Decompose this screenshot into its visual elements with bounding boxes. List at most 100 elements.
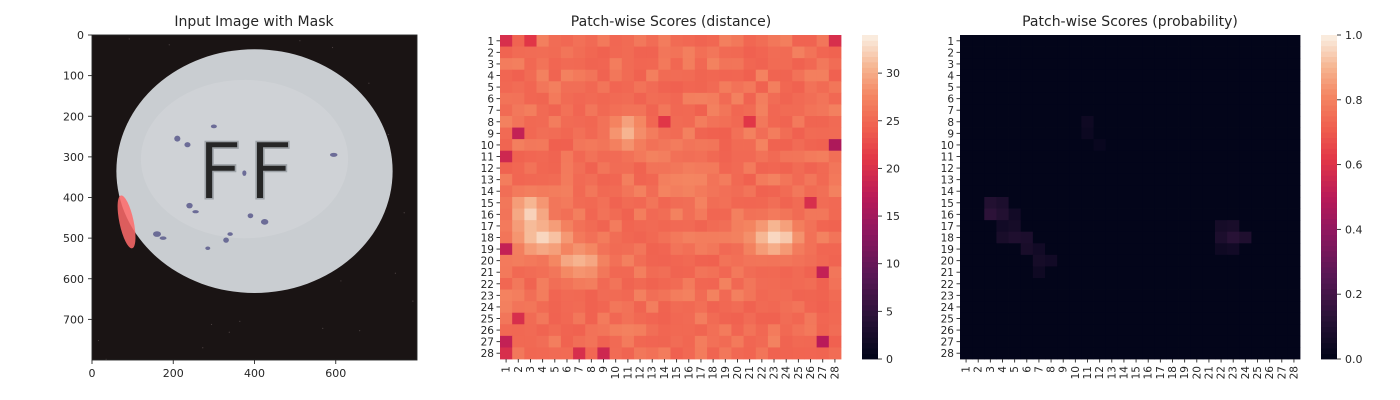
heatmap-cell [682,301,696,314]
heatmap-cell [548,197,562,209]
heatmap-cell [1287,185,1301,198]
heatmap-cell [828,301,842,314]
heatmap-cell [731,266,744,279]
heatmap-cell [1239,231,1252,244]
heatmap-cell [1166,266,1179,279]
heatmap-cell [1263,347,1277,360]
heatmap-cell [780,312,793,325]
heatmap-cell [646,46,659,59]
colorbar-segment [862,72,878,79]
heatmap-cell [1130,220,1143,233]
heatmap-cell [1275,92,1289,105]
heatmap-cell [1239,185,1252,198]
heatmap-cell [960,185,973,198]
heatmap-cell [524,92,537,105]
heatmap-cell [694,289,708,302]
heatmap-cell [560,243,574,256]
colorbar-segment [862,105,878,111]
heatmap-cell [804,312,818,325]
heatmap-cell [828,347,842,360]
colorbar-segment [1321,56,1337,63]
heatmap-cell [1227,197,1240,209]
heatmap-cell [646,150,659,163]
heatmap-cell [646,197,659,209]
heatmap-cell [743,335,757,348]
heatmap-cell [1251,254,1264,267]
heatmap-cell [560,104,574,117]
heatmap-cell [755,231,769,244]
heatmap-cell [707,150,720,163]
heatmap-cell [707,127,720,140]
heatmap-cell [792,301,805,314]
heatmap-cell [731,92,744,105]
heatmap-cell [1020,335,1034,348]
heatmap-cell [984,35,997,47]
heatmap-cell [755,243,769,256]
embossed-text: FF [198,128,300,218]
heatmap-cell [731,162,744,175]
background-speck [368,82,370,84]
heatmap-cell [573,324,586,337]
heatmap-cell [1251,312,1264,325]
heatmap-cell [633,46,647,59]
heatmap-cell [1020,266,1034,279]
heatmap-cell [670,116,684,128]
colorbar-segment [1321,218,1337,225]
heatmap-cell [972,69,985,82]
heatmap-cell [1227,116,1240,128]
heatmap-cell [524,324,537,337]
heatmap-cell [1142,231,1155,244]
heatmap-cell [1069,266,1082,279]
heatmap-cell [694,220,708,233]
heatmap-cell [536,231,550,244]
heatmap-cell [609,324,623,337]
heatmap-cell [719,81,732,94]
heatmap-cell [792,324,805,337]
heatmap-cell [719,46,732,59]
heatmap-cell [500,173,513,186]
heatmap-cell [828,35,842,47]
heatmap-cell [996,35,1009,47]
heatmap-cell [597,208,611,221]
heatmap-cell [816,278,830,290]
heatmap-cell [1117,278,1131,290]
heatmap-cell [719,127,732,140]
heatmap-cell [1190,289,1204,302]
heatmap-cell [573,104,586,117]
colorbar-segment [862,191,878,198]
y-tick-label: 9 [487,128,494,140]
x-tick-label: 20 [1191,366,1203,379]
colorbar-segment [1321,159,1337,165]
heatmap-cell [1263,173,1277,186]
heatmap-cell [816,173,830,186]
heatmap-cell [1178,58,1192,71]
colorbar-segment [862,175,878,182]
colorbar-segment [1321,153,1337,160]
heatmap-cell [1117,69,1131,82]
pill-speck [242,170,247,176]
heatmap-cell [767,197,781,209]
heatmap-cell [682,185,696,198]
heatmap-cell [1239,35,1252,47]
heatmap-cell [1251,347,1264,360]
heatmap-cell [1032,46,1046,59]
heatmap-cell [621,301,635,314]
heatmap-cell [1287,197,1301,209]
heatmap-cell [828,266,842,279]
heatmap-cell [1275,69,1289,82]
heatmap-cell [573,231,586,244]
heatmap-cell [1178,69,1192,82]
heatmap-cell [1275,312,1289,325]
heatmap-cell [755,127,769,140]
heatmap-cell [828,127,842,140]
heatmap-cell [719,289,732,302]
heatmap-cell [1057,312,1070,325]
heatmap-cell [500,220,513,233]
heatmap-cell [670,254,684,267]
heatmap-cell [1202,220,1216,233]
heatmap-cell [719,197,732,209]
heatmap-cell [767,150,781,163]
heatmap-cell [1008,197,1022,209]
heatmap-cell [1202,278,1216,290]
heatmap-cell [1130,278,1143,290]
